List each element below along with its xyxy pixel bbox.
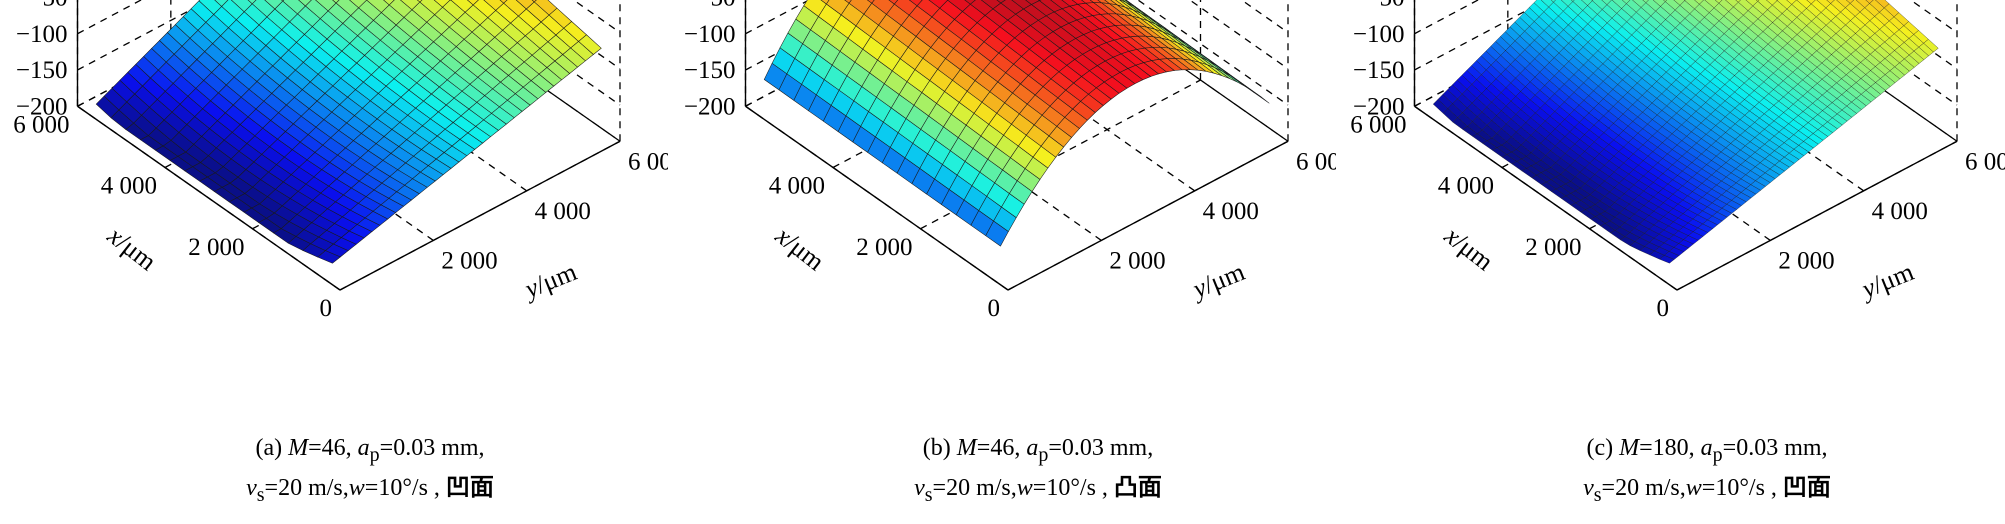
- y-axis-line: [1007, 140, 1289, 291]
- y-axis-label: y/μm: [1186, 257, 1249, 305]
- surface-facet: [1642, 0, 1649, 3]
- caption-c-line1: (c) M=180, ap=0.03 mm,: [1586, 435, 1828, 466]
- surface-facet: [867, 0, 875, 4]
- y-tick-label: 4 000: [535, 198, 591, 225]
- surface-facet: [1246, 86, 1270, 104]
- z-tick-label: −200: [16, 93, 68, 120]
- caption-c-line2: vs=20 m/s,w=10°/s , 凹面: [1583, 472, 1831, 506]
- grid-line: [77, 0, 621, 106]
- surface-facet: [247, 0, 257, 5]
- surface-facet: [417, 0, 423, 3]
- x-tick-label: 4 000: [1438, 173, 1494, 200]
- z-tick-label: −150: [684, 57, 736, 84]
- caption-b: (b) M=46, ap=0.03 mm, vs=20 m/s,w=10°/s …: [778, 432, 1298, 511]
- caption-b-line1: (b) M=46, ap=0.03 mm,: [922, 435, 1154, 466]
- surface-facet: [531, 0, 537, 3]
- z-tick-label: −50: [696, 0, 735, 12]
- surface-facet: [1550, 0, 1556, 3]
- y-axis-line: [339, 140, 621, 291]
- y-tick-label: 2 000: [441, 247, 497, 274]
- caption-a: (a) M=46, ap=0.03 mm, vs=20 m/s,w=10°/s …: [110, 432, 630, 511]
- z-tick-label: −100: [16, 21, 68, 48]
- z-tick-label: −50: [1365, 0, 1404, 12]
- caption-a-line1: (a) M=46, ap=0.03 mm,: [255, 435, 485, 466]
- z-tick-label: −100: [1353, 21, 1405, 48]
- surface-mesh: [763, 0, 1270, 247]
- surface-mesh: [1432, 0, 1939, 264]
- z-tick-label: −200: [1353, 93, 1405, 120]
- y-tick-label: 2 000: [1778, 247, 1834, 274]
- surface-facet: [578, 34, 602, 55]
- surface-facet: [996, 0, 1006, 4]
- x-tick-label: 6 000: [13, 111, 69, 138]
- z-tick-label: −50: [28, 0, 67, 12]
- z-tick-label: −150: [16, 57, 68, 84]
- x-axis-label: x/μm: [770, 220, 830, 276]
- x-tick-label: 0: [320, 295, 333, 322]
- caption-c: (c) M=180, ap=0.03 mm, vs=20 m/s,w=10°/s…: [1447, 432, 1967, 511]
- x-tick-label: 0: [1657, 295, 1670, 322]
- y-tick-label: 4 000: [1872, 198, 1928, 225]
- x-tick-label: 4 000: [101, 173, 157, 200]
- y-tick-label: 6 000: [628, 148, 668, 175]
- y-axis-line: [1676, 140, 1958, 291]
- surface-facet: [844, 0, 852, 4]
- surface-facet: [332, 0, 340, 4]
- surface-mesh: [95, 0, 602, 264]
- caption-b-line2: vs=20 m/s,w=10°/s , 凸面: [914, 472, 1162, 506]
- surface-facet: [383, 0, 395, 6]
- z-tick-label: −150: [1353, 57, 1405, 84]
- x-tick-label: 0: [988, 295, 1001, 322]
- grid-line: [1414, 0, 1958, 106]
- x-axis-line: [745, 105, 1009, 291]
- x-tick-label: 6 000: [1350, 111, 1406, 138]
- x-axis-line: [77, 105, 341, 291]
- y-tick-label: 4 000: [1203, 198, 1259, 225]
- y-tick-label: 2 000: [1109, 247, 1165, 274]
- x-tick-label: 4 000: [769, 173, 825, 200]
- x-tick-label: 2 000: [1525, 234, 1581, 261]
- surface-facet: [908, 0, 923, 7]
- y-axis-label: y/μm: [518, 257, 581, 305]
- surface-facet: [1923, 39, 1939, 53]
- y-tick-label: 6 000: [1965, 148, 2005, 175]
- surface-facet: [888, 0, 899, 5]
- x-tick-label: 2 000: [856, 234, 912, 261]
- x-axis-label: x/μm: [102, 220, 162, 276]
- x-axis-label: x/μm: [1439, 220, 1499, 276]
- z-tick-label: −200: [684, 93, 736, 120]
- y-tick-label: 6 000: [1296, 148, 1336, 175]
- surface-facet: [1663, 0, 1668, 2]
- surface-facet: [964, 0, 976, 5]
- z-tick-label: −100: [684, 21, 736, 48]
- surface-facet: [1735, 0, 1741, 3]
- caption-a-line2: vs=20 m/s,w=10°/s , 凹面: [246, 472, 494, 506]
- x-tick-label: 2 000: [188, 234, 244, 261]
- y-axis-label: y/μm: [1855, 257, 1918, 305]
- surface-facet: [499, 0, 508, 4]
- surface-facet: [1571, 0, 1575, 2]
- x-axis-line: [1414, 105, 1678, 291]
- surface-facet: [1755, 0, 1760, 2]
